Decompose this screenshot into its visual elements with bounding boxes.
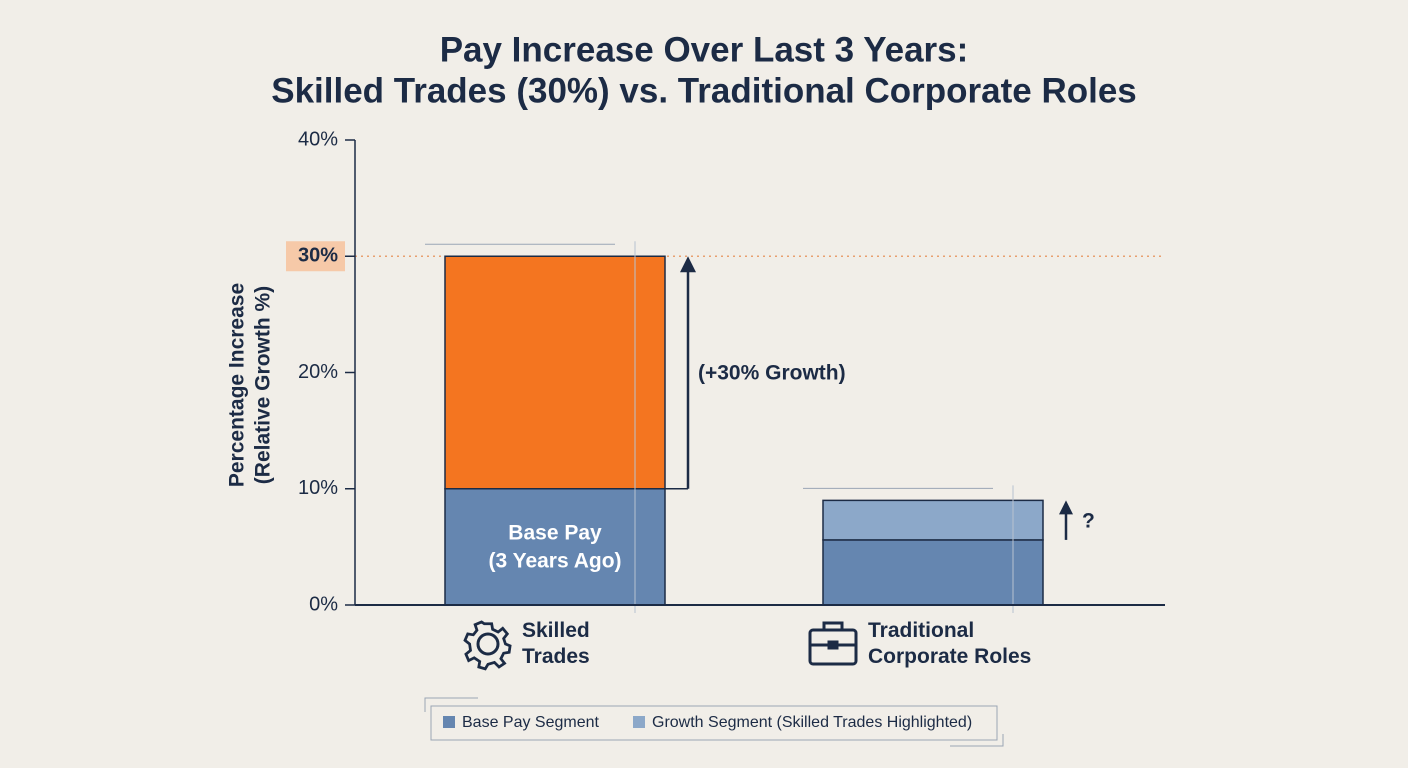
bar-segment	[822, 499, 1044, 541]
legend-label: Base Pay Segment	[462, 714, 600, 731]
chart-title: Pay Increase Over Last 3 Years:	[440, 30, 969, 69]
x-tick-label: Traditional Corporate Roles	[868, 619, 1032, 668]
legend-swatch	[443, 716, 455, 728]
chart-title: Skilled Trades (30%) vs. Traditional Cor…	[271, 71, 1137, 110]
unknown-arrow-head	[1059, 500, 1073, 515]
legend-frame-decoration	[424, 697, 1004, 747]
bar-segment	[444, 488, 666, 606]
y-tick-label: 30%	[298, 245, 338, 267]
bar-segment	[822, 539, 1044, 606]
y-tick-label: 40%	[298, 128, 338, 150]
bar-label: (3 Years Ago)	[488, 549, 621, 572]
gear-icon	[463, 620, 512, 671]
growth-annotation: (+30% Growth)	[698, 362, 846, 385]
tick-highlight	[286, 241, 345, 272]
briefcase-icon	[808, 621, 858, 666]
y-tick-label: 20%	[298, 361, 338, 383]
bar-segment	[444, 255, 666, 490]
growth-arrow-head	[680, 256, 696, 273]
y-tick-label: 10%	[298, 477, 338, 499]
legend-swatch	[633, 716, 645, 728]
x-tick-label: Skilled Trades	[522, 619, 590, 668]
bar-label: Base Pay	[508, 521, 602, 544]
unknown-annotation: ?	[1082, 510, 1095, 533]
y-axis-title-line: Percentage Increase	[226, 283, 249, 487]
legend-label: Growth Segment (Skilled Trades Highlight…	[652, 714, 972, 731]
y-axis-title-line: (Relative Growth %)	[252, 286, 275, 484]
y-axis-title: Percentage Increase (Relative Growth %)	[226, 283, 275, 487]
legend-box	[430, 705, 998, 741]
legend	[424, 697, 1004, 747]
y-tick-label: 0%	[309, 593, 338, 615]
